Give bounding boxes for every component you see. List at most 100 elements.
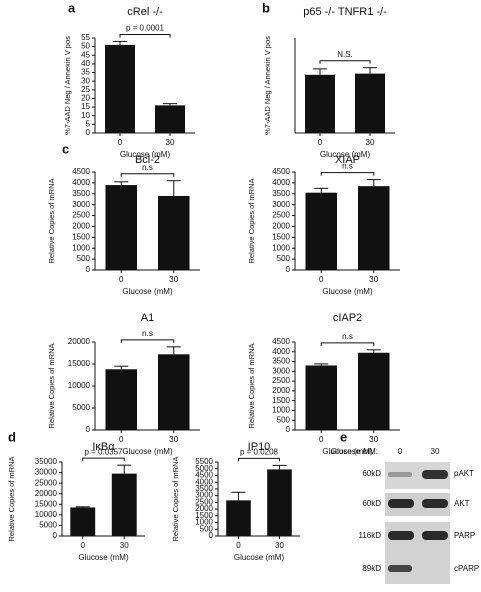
x-tick-label: 30 xyxy=(169,275,178,284)
y-tick-label: 1000 xyxy=(72,243,90,252)
y-tick-label: 2000 xyxy=(72,222,90,231)
y-tick-label: 1500 xyxy=(272,396,290,405)
blot-size: 60kD xyxy=(362,469,381,478)
y-tick-label: 10000 xyxy=(35,510,58,519)
y-axis-label: %7-AAD Neg / Annexin V pos xyxy=(263,36,272,135)
y-tick-label: 3500 xyxy=(272,189,290,198)
x-axis-label: Glucose (mM) xyxy=(122,287,173,296)
chart-title: cRel -/- xyxy=(127,6,163,18)
y-tick-label: 3000 xyxy=(72,200,90,209)
y-tick-label: 3500 xyxy=(72,189,90,198)
y-tick-label: 1000 xyxy=(195,518,213,527)
panel-letter: d xyxy=(8,429,16,444)
y-tick-label: 3000 xyxy=(272,200,290,209)
x-tick-label: 0 xyxy=(118,138,123,147)
y-tick-label: 1000 xyxy=(272,406,290,415)
y-tick-label: 2000 xyxy=(272,386,290,395)
blot-strip xyxy=(385,493,450,516)
y-tick-label: 20000 xyxy=(68,337,91,346)
blot-size: 89kD xyxy=(362,564,381,573)
y-tick-label: 500 xyxy=(77,254,91,263)
y-tick-label: 1500 xyxy=(195,511,213,520)
blot-header: Glucose mM: xyxy=(331,447,378,456)
significance-bracket xyxy=(320,342,375,346)
x-axis-label: Glucose (mM) xyxy=(322,447,373,456)
y-tick-label: 2500 xyxy=(272,211,290,220)
significance-bracket xyxy=(120,339,175,343)
y-tick-label: 15 xyxy=(81,102,90,111)
blot-protein: PARP xyxy=(454,531,475,540)
significance-bracket xyxy=(120,173,175,177)
annotation: n.s xyxy=(142,329,153,338)
band xyxy=(388,565,412,572)
y-tick-label: 15000 xyxy=(35,499,58,508)
bar xyxy=(155,105,185,133)
y-tick-label: 50 xyxy=(81,42,90,51)
bar xyxy=(158,195,190,270)
y-tick-label: 30 xyxy=(81,76,90,85)
annotation: n.s xyxy=(142,163,153,172)
y-tick-label: 3000 xyxy=(195,491,213,500)
y-tick-label: 1000 xyxy=(272,243,290,252)
y-tick-label: 500 xyxy=(200,524,214,533)
band xyxy=(422,470,448,479)
y-tick-label: 5500 xyxy=(195,457,213,466)
bar xyxy=(305,192,337,270)
blot-protein: cPARP xyxy=(454,564,479,573)
x-axis-label: Glucose (mM) xyxy=(78,553,129,562)
band xyxy=(422,499,448,508)
x-tick-label: 0 xyxy=(119,275,124,284)
bar xyxy=(105,44,135,134)
band xyxy=(388,472,412,477)
y-tick-label: 4000 xyxy=(272,347,290,356)
x-tick-label: 30 xyxy=(366,138,375,147)
significance-bracket xyxy=(82,457,125,462)
annotation: p = 0.0208 xyxy=(240,447,279,456)
annotation: p = 0.0357 xyxy=(84,447,123,456)
bar xyxy=(105,185,137,270)
y-tick-label: 0 xyxy=(86,265,91,274)
y-tick-label: 4000 xyxy=(195,477,213,486)
y-tick-label: 3500 xyxy=(195,484,213,493)
y-tick-label: 5 xyxy=(86,119,91,128)
y-tick-label: 35000 xyxy=(35,457,58,466)
y-tick-label: 0 xyxy=(209,531,214,540)
annotation: N.S. xyxy=(337,50,353,59)
bar xyxy=(226,500,251,536)
y-axis-label: Relative Copies of mRNA xyxy=(171,456,180,541)
panel-letter: a xyxy=(68,0,76,15)
significance-bracket xyxy=(119,33,171,38)
lane-label: 0 xyxy=(398,447,403,456)
bar xyxy=(105,369,137,430)
y-tick-label: 2500 xyxy=(272,376,290,385)
x-tick-label: 30 xyxy=(120,541,129,550)
y-tick-label: 2500 xyxy=(72,211,90,220)
y-tick-label: 0 xyxy=(286,425,291,434)
band xyxy=(388,499,414,508)
x-tick-label: 0 xyxy=(319,435,324,444)
x-tick-label: 30 xyxy=(369,435,378,444)
y-tick-label: 4500 xyxy=(272,337,290,346)
bar xyxy=(355,73,385,133)
bar xyxy=(305,74,335,133)
significance-bracket xyxy=(238,457,280,462)
y-tick-label: 15000 xyxy=(68,359,91,368)
y-tick-label: 500 xyxy=(277,254,291,263)
western-blot: Glucose mM: 0 30 60kD pAKT 60kD AKT 116k… xyxy=(331,447,479,584)
significance-bracket xyxy=(319,60,371,64)
band xyxy=(422,531,448,540)
y-tick-label: 2000 xyxy=(195,504,213,513)
chart-title: A1 xyxy=(141,312,154,324)
y-tick-label: 1500 xyxy=(272,232,290,241)
bar xyxy=(305,365,337,430)
y-tick-label: 10000 xyxy=(68,381,91,390)
y-tick-label: 0 xyxy=(53,531,58,540)
chart-title: cIAP2 xyxy=(333,312,362,324)
annotation: p = 0.0001 xyxy=(126,24,165,33)
chart-title: IκBα xyxy=(92,441,115,453)
y-tick-label: 4500 xyxy=(195,471,213,480)
y-tick-label: 4500 xyxy=(72,167,90,176)
y-tick-label: 40 xyxy=(81,59,90,68)
y-tick-label: 0 xyxy=(286,265,291,274)
x-axis-label: Glucose (mM) xyxy=(320,150,371,159)
